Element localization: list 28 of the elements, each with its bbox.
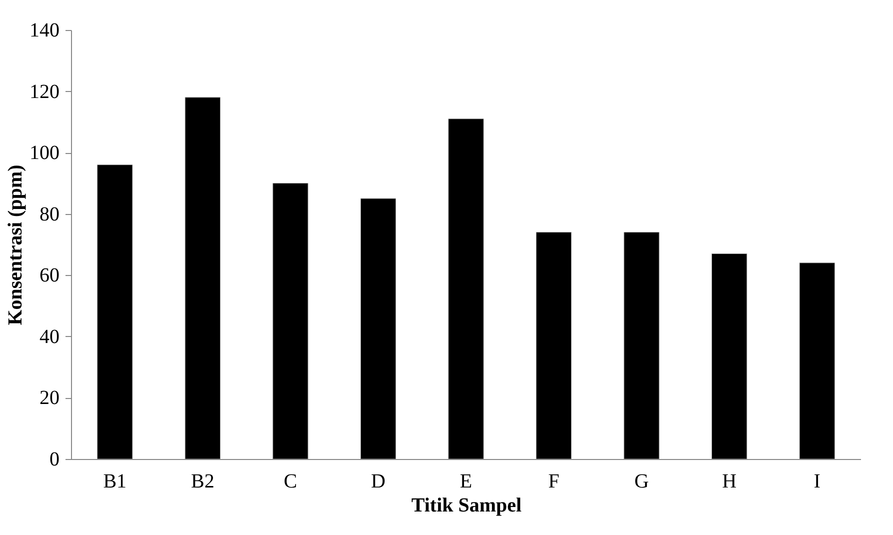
- x-tick-label: H: [722, 470, 737, 492]
- y-tick-label: 40: [40, 326, 60, 348]
- y-tick-label: 0: [50, 448, 60, 470]
- x-tick-label: F: [548, 470, 560, 492]
- x-tick-label: E: [460, 470, 472, 492]
- bar: [624, 232, 660, 460]
- y-tick-label: 100: [30, 142, 60, 164]
- x-tick-label: C: [284, 470, 298, 492]
- x-tick-label: B1: [103, 470, 127, 492]
- bar: [360, 198, 396, 460]
- bar: [272, 182, 308, 460]
- y-axis-title: Konsentrasi (ppm): [4, 164, 26, 326]
- bar: [97, 164, 133, 460]
- bar: [536, 232, 572, 460]
- x-axis-title: Titik Sampel: [411, 494, 522, 516]
- x-tick-label: B2: [190, 470, 214, 492]
- x-tick-label: I: [814, 470, 820, 492]
- bar: [448, 118, 484, 460]
- x-tick-label: G: [634, 470, 649, 492]
- y-tick-label: 20: [40, 387, 60, 410]
- bar: [712, 253, 748, 460]
- x-tick-label: D: [370, 470, 386, 492]
- y-tick-label: 80: [40, 203, 60, 226]
- bar: [184, 97, 220, 460]
- bar: [799, 262, 835, 460]
- y-tick-label: 140: [30, 20, 60, 42]
- y-tick-label: 60: [40, 264, 60, 287]
- y-tick-label: 120: [30, 80, 60, 103]
